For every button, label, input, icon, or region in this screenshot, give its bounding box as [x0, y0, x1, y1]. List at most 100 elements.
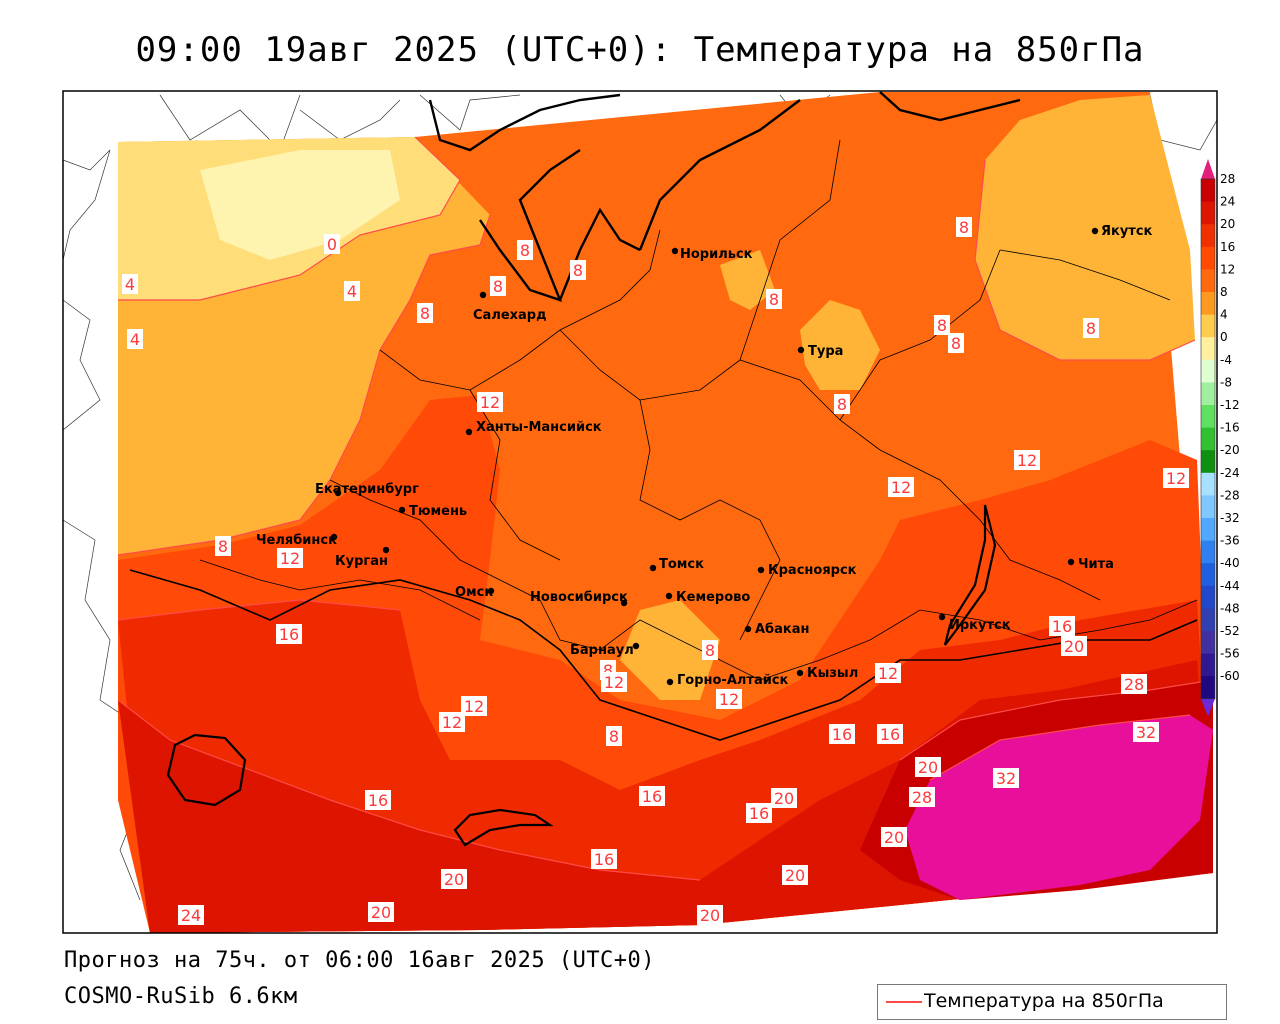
city-name: Горно-Алтайск [677, 673, 789, 688]
city-dot [1091, 227, 1099, 235]
contour-label-text: 8 [837, 395, 847, 414]
caspian-outline [166, 733, 247, 807]
contour-label-text: 12 [604, 673, 624, 692]
contour-label-text: 8 [769, 290, 779, 309]
city-name: Тура [808, 344, 843, 359]
contour-label-bg [178, 905, 204, 925]
city-marker: Кызыл [796, 666, 858, 681]
legend-label: Температура на 850гПа [924, 990, 1164, 1012]
map-area: Норильск Салехард Якутск Тура Ханты-Мансийск… [63, 91, 1217, 933]
colorbar-tick-label: 24 [1220, 195, 1235, 209]
contour-label-bg [517, 240, 533, 260]
colorbar-swatch [1201, 563, 1215, 587]
city-dot [334, 489, 342, 497]
contour-label-text: 20 [774, 789, 794, 808]
contour-label-bg [591, 849, 617, 869]
contour-label-text: 8 [420, 304, 430, 323]
contour-label-text: 12 [442, 713, 462, 732]
contour-label-text: 12 [480, 393, 500, 412]
city-name: Салехард [473, 308, 547, 323]
colorbar-swatch [1201, 405, 1215, 429]
contour-label-bg [771, 788, 797, 808]
legend-box: Температура на 850гПа [877, 984, 1227, 1020]
contour-label: 12 [1014, 450, 1040, 470]
contour-label-text: 16 [279, 625, 299, 644]
model-info: COSMO-RuSib 6.6км [64, 984, 298, 1009]
contour-label-bg [276, 624, 302, 644]
contour-label-text: 28 [912, 788, 932, 807]
city-dot [620, 599, 628, 607]
colorbar-tick-label: 12 [1220, 262, 1235, 276]
city-dot [797, 346, 805, 354]
isotherms [117, 136, 1214, 881]
colorbar-swatch [1201, 540, 1215, 564]
colorbar-tick-label: -28 [1220, 488, 1240, 502]
city-dot [382, 546, 390, 554]
contour-label-text: 16 [832, 725, 852, 744]
contour-label: 8 [490, 276, 506, 296]
contour-label-bg [834, 394, 850, 414]
contour-label-text: 20 [884, 828, 904, 847]
city-marker: Екатеринбург [315, 482, 419, 497]
colorbar-top-arrow [1201, 159, 1215, 179]
region-28-32 [905, 715, 1213, 900]
contour-label: 32 [1133, 722, 1159, 742]
region-nw-lightest [200, 150, 400, 260]
colorbar-tick-label: -8 [1220, 375, 1232, 389]
contour-label-bg [702, 640, 718, 660]
map-title: 09:00 19авг 2025 (UTC+0): Температура на… [135, 30, 1145, 70]
city-name: Екатеринбург [315, 482, 419, 497]
contour-label-text: 12 [719, 690, 739, 709]
city-marker: Иркутск [938, 613, 1011, 633]
contour-label-text: 12 [878, 664, 898, 683]
contour-label-bg [570, 260, 586, 280]
contour-label: 28 [909, 787, 935, 807]
city-name: Якутск [1101, 224, 1153, 239]
contour-label-bg [746, 803, 772, 823]
contour-label-bg [365, 790, 391, 810]
city-name: Челябинск [256, 533, 337, 548]
contour-label-bg [948, 333, 964, 353]
contour-label: 16 [591, 849, 617, 869]
contour-label-text: 8 [959, 218, 969, 237]
colorbar-swatch [1201, 201, 1215, 225]
colorbar-swatch [1201, 518, 1215, 542]
colorbar-swatch [1201, 653, 1215, 677]
colorbar-swatch [1201, 585, 1215, 609]
colorbar-swatch [1201, 676, 1215, 700]
colorbar-tick-label: -32 [1220, 511, 1240, 525]
contour-label-bg [909, 787, 935, 807]
colorbar-tick-label: -60 [1220, 669, 1240, 683]
city-name: Кемерово [676, 590, 750, 605]
colorbar-tick-label: 8 [1220, 285, 1228, 299]
contour-label: 8 [215, 536, 231, 556]
colorbar-tick-label: -52 [1220, 624, 1240, 638]
city-dot [487, 587, 495, 595]
contour-label: 24 [178, 905, 204, 925]
contour-label-text: 28 [1124, 675, 1144, 694]
colorbar-tick-label: -36 [1220, 534, 1240, 548]
contour-label-bg [881, 827, 907, 847]
contour-label: 8 [1083, 318, 1099, 338]
contour-label-text: 20 [700, 906, 720, 925]
contour-label-text: 16 [880, 725, 900, 744]
city-name: Томск [659, 557, 704, 572]
contour-label-text: 4 [130, 330, 140, 349]
contour-label-bg [716, 689, 742, 709]
contour-label: 4 [344, 281, 360, 301]
contour-label-text: 8 [951, 334, 961, 353]
city-dot [757, 566, 765, 574]
contour-label-bg [934, 315, 950, 335]
contour-label-text: 12 [280, 549, 300, 568]
colorbar-tick-label: -44 [1220, 579, 1240, 593]
colorbar-tick-label: -20 [1220, 443, 1240, 457]
city-dot [796, 669, 804, 677]
colorbar-border [1200, 178, 1216, 700]
contour-label-text: 8 [493, 277, 503, 296]
colorbar-tick-label: -16 [1220, 421, 1240, 435]
colorbar-tick-label: 16 [1220, 240, 1235, 254]
contour-label-bg [441, 869, 467, 889]
contour-label-bg [127, 329, 143, 349]
colorbar-swatch [1201, 472, 1215, 496]
contour-label-bg [1133, 722, 1159, 742]
